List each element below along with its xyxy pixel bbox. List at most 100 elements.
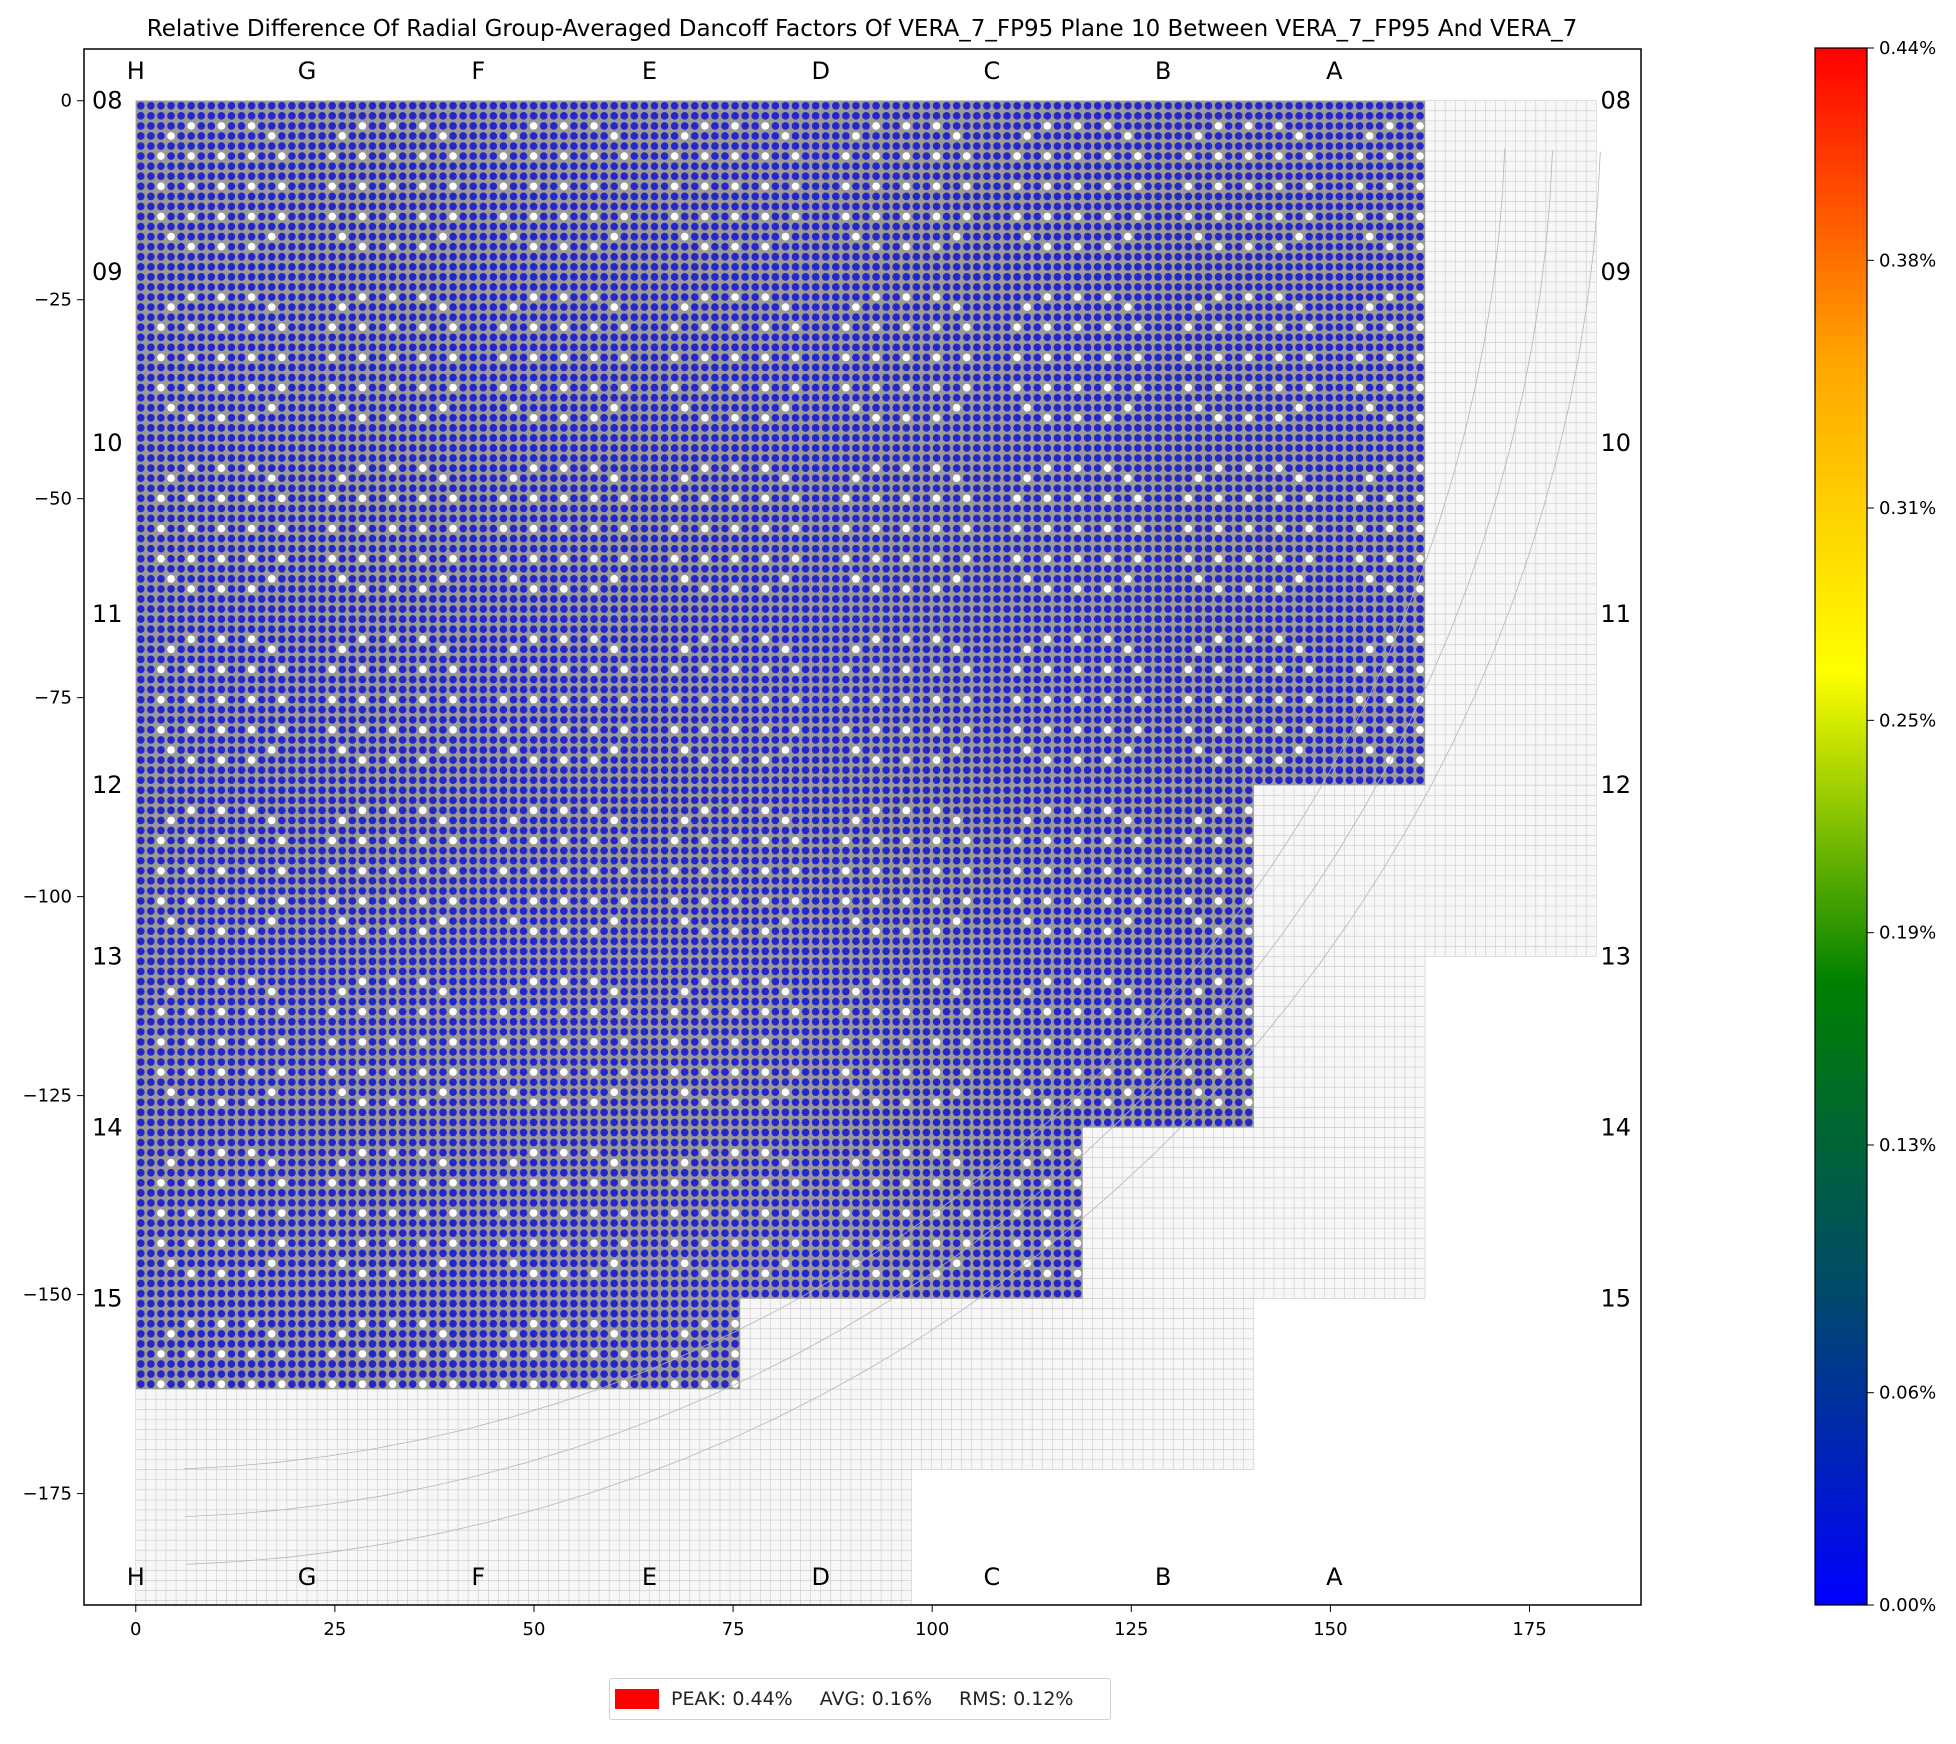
fuel-pin bbox=[1396, 303, 1404, 311]
fuel-pin bbox=[1224, 373, 1233, 382]
fuel-pin bbox=[378, 252, 387, 261]
fuel-pin bbox=[1073, 202, 1082, 211]
fuel-pin bbox=[257, 122, 266, 130]
fuel-pin bbox=[177, 202, 185, 211]
fuel-pin bbox=[408, 262, 417, 271]
fuel-pin bbox=[207, 122, 216, 130]
fuel-pin bbox=[207, 343, 216, 352]
fuel-pin bbox=[1053, 363, 1062, 372]
fuel-pin bbox=[761, 142, 770, 150]
fuel-pin bbox=[1033, 172, 1042, 181]
fuel-pin bbox=[288, 182, 296, 191]
fuel-pin bbox=[1063, 252, 1072, 261]
fuel-pin bbox=[207, 192, 216, 201]
fuel-pin bbox=[157, 363, 165, 372]
fuel-pin bbox=[1375, 222, 1384, 231]
fuel-pin bbox=[751, 122, 760, 130]
fuel-pin bbox=[257, 273, 266, 281]
fuel-pin bbox=[821, 192, 830, 201]
fuel-pin bbox=[1174, 122, 1183, 130]
fuel-pin bbox=[167, 353, 175, 362]
fuel-pin bbox=[610, 283, 619, 291]
fuel-pin bbox=[358, 112, 367, 120]
fuel-pin bbox=[529, 373, 538, 382]
guide-tube bbox=[267, 132, 276, 140]
fuel-pin bbox=[247, 343, 256, 352]
guide-tube bbox=[529, 383, 538, 392]
fuel-pin bbox=[1295, 313, 1303, 321]
fuel-pin bbox=[962, 333, 971, 342]
fuel-pin bbox=[509, 122, 518, 130]
fuel-pin bbox=[378, 353, 387, 362]
fuel-pin bbox=[942, 353, 951, 362]
fuel-pin bbox=[721, 303, 729, 311]
fuel-pin bbox=[560, 273, 568, 281]
fuel-pin bbox=[257, 323, 266, 332]
fuel-pin bbox=[1174, 343, 1183, 352]
fuel-pin bbox=[147, 293, 155, 301]
fuel-pin bbox=[600, 373, 608, 382]
fuel-pin bbox=[570, 242, 578, 251]
fuel-pin bbox=[207, 283, 216, 291]
fuel-pin bbox=[288, 283, 296, 291]
fuel-pin bbox=[600, 283, 608, 291]
fuel-pin bbox=[962, 232, 971, 241]
fuel-pin bbox=[1204, 283, 1213, 291]
fuel-pin bbox=[972, 122, 981, 130]
fuel-pin bbox=[267, 252, 276, 261]
guide-tube bbox=[842, 323, 850, 332]
fuel-pin bbox=[630, 212, 639, 221]
fuel-pin bbox=[157, 373, 165, 382]
fuel-pin bbox=[680, 212, 689, 221]
fuel-pin bbox=[650, 172, 659, 181]
fuel-pin bbox=[237, 132, 246, 140]
fuel-pin bbox=[539, 202, 548, 211]
fuel-pin bbox=[368, 182, 377, 191]
fuel-pin bbox=[227, 333, 236, 342]
fuel-pin bbox=[862, 232, 870, 241]
guide-tube bbox=[1385, 122, 1394, 130]
fuel-pin bbox=[600, 273, 608, 281]
fuel-pin bbox=[1224, 212, 1233, 221]
guide-tube bbox=[328, 383, 337, 392]
fuel-pin bbox=[1013, 373, 1021, 382]
fuel-pin bbox=[398, 222, 407, 231]
fuel-pin bbox=[1224, 142, 1233, 150]
fuel-pin bbox=[479, 232, 488, 241]
fuel-pin bbox=[1003, 293, 1011, 301]
fuel-pin bbox=[1375, 132, 1384, 140]
fuel-pin bbox=[499, 283, 508, 291]
fuel-pin bbox=[288, 192, 296, 201]
fuel-pin bbox=[1265, 192, 1273, 201]
fuel-pin bbox=[157, 202, 165, 211]
guide-tube bbox=[791, 212, 800, 221]
fuel-pin bbox=[922, 212, 931, 221]
fuel-pin bbox=[1224, 293, 1233, 301]
fuel-pin bbox=[1416, 162, 1424, 170]
fuel-pin bbox=[318, 222, 326, 231]
fuel-pin bbox=[801, 353, 810, 362]
fuel-pin bbox=[983, 222, 991, 231]
fuel-pin bbox=[791, 112, 800, 120]
fuel-pin bbox=[932, 363, 941, 372]
fuel-pin bbox=[640, 112, 649, 120]
fuel-pin bbox=[298, 303, 306, 311]
fuel-pin bbox=[237, 283, 246, 291]
fuel-pin bbox=[439, 333, 447, 342]
fuel-pin bbox=[1224, 152, 1233, 160]
fuel-pin bbox=[338, 252, 347, 261]
fuel-pin bbox=[489, 273, 498, 281]
guide-tube bbox=[1073, 152, 1082, 160]
fuel-pin bbox=[1174, 303, 1183, 311]
fuel-pin bbox=[1063, 353, 1072, 362]
fuel-pin bbox=[1365, 283, 1374, 291]
fuel-pin bbox=[842, 273, 850, 281]
fuel-pin bbox=[922, 373, 931, 382]
fuel-pin bbox=[439, 222, 447, 231]
fuel-pin bbox=[136, 242, 145, 251]
fuel-pin bbox=[368, 192, 377, 201]
fuel-pin bbox=[257, 212, 266, 221]
fuel-pin bbox=[529, 222, 538, 231]
fuel-pin bbox=[952, 222, 961, 231]
fuel-pin bbox=[560, 363, 568, 372]
